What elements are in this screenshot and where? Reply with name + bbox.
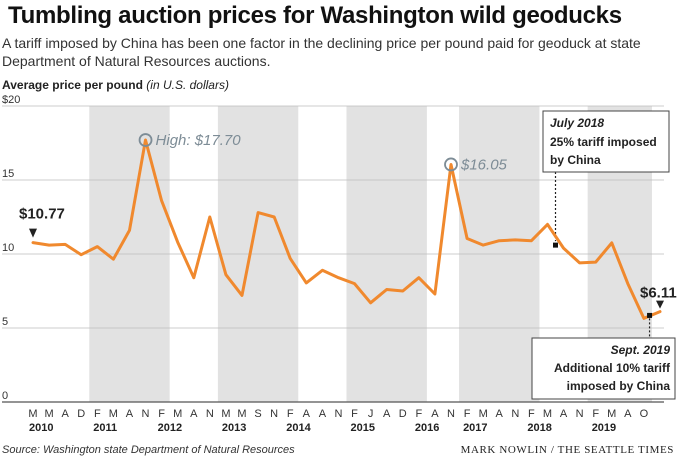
end-value-label: $6.11 [640, 285, 677, 302]
annotation-leaders [554, 172, 651, 338]
x-tick-label: A [383, 408, 391, 420]
x-tick-label: M [44, 408, 53, 420]
x-tick-label: F [351, 408, 358, 420]
y-tick-label: 15 [2, 168, 14, 180]
x-tick-label: F [528, 408, 535, 420]
year-label: 2013 [222, 422, 246, 434]
x-tick-label: N [334, 408, 342, 420]
x-tick-label: A [624, 408, 632, 420]
year-label: 2010 [29, 422, 53, 434]
y-tick-label: 5 [2, 316, 8, 328]
y-axis-label-units: (in U.S. dollars) [146, 78, 229, 92]
x-tick-label: M [237, 408, 246, 420]
x-tick-label: N [142, 408, 150, 420]
y-axis-label: Average price per pound (in U.S. dollars… [2, 78, 229, 92]
year-label: 2012 [158, 422, 182, 434]
x-tick-label: M [543, 408, 552, 420]
y-tick-label: $20 [2, 94, 20, 106]
year-label: 2018 [527, 422, 551, 434]
year-label: 2015 [351, 422, 375, 434]
x-tick-label: M [173, 408, 182, 420]
x-tick-label: M [221, 408, 230, 420]
x-tick-label: A [126, 408, 134, 420]
source-note: Source: Washington state Department of N… [2, 444, 295, 456]
x-tick-label: N [206, 408, 214, 420]
x-tick-label: A [190, 408, 198, 420]
peak-value-label: $16.05 [460, 156, 508, 173]
y-tick-label: 0 [2, 390, 8, 402]
year-label: 2011 [93, 422, 117, 434]
y-axis-label-main: Average price per pound [2, 78, 143, 92]
x-tick-label: F [464, 408, 471, 420]
tariff-2019-date: Sept. 2019 [611, 343, 671, 357]
gridlines [2, 105, 664, 403]
price-line [31, 138, 662, 320]
tariff-2019-box [531, 337, 676, 400]
x-tick-label: A [496, 408, 504, 420]
start-value-arrow [29, 228, 37, 238]
annotations: $10.77 High: $17.70 $16.05 July 2018 25%… [19, 110, 677, 400]
x-tick-label: M [479, 408, 488, 420]
x-tick-label: A [303, 408, 311, 420]
x-tick-label: A [319, 408, 327, 420]
tariff-2019-marker [647, 312, 653, 318]
tariff-2019-text-line2: imposed by China [567, 379, 671, 393]
x-tick-label: A [560, 408, 568, 420]
x-tick-label: N [511, 408, 519, 420]
chart-subtitle: A tariff imposed by China has been one f… [2, 35, 641, 69]
high-marker-circle [138, 133, 153, 147]
end-value-arrow [656, 300, 664, 309]
start-value-label: $10.77 [19, 206, 65, 223]
x-tick-label: D [399, 408, 407, 420]
year-label: 2017 [463, 422, 487, 434]
tariff-2018-date: July 2018 [550, 116, 604, 130]
x-tick-label: F [415, 408, 422, 420]
year-label: 2016 [415, 422, 439, 434]
x-tick-label: M [28, 408, 37, 420]
year-label: 2014 [286, 422, 311, 434]
y-tick-labels: 0 5 10 15 $20 [2, 94, 20, 402]
tariff-2019-text-line1: Additional 10% tariff [554, 361, 671, 375]
x-tick-label: F [592, 408, 599, 420]
x-tick-label: F [94, 408, 101, 420]
x-tick-label: N [576, 408, 584, 420]
tariff-2018-text-line1: 25% tariff imposed [550, 135, 657, 149]
x-tick-label: F [158, 408, 165, 420]
peak-marker-circle [444, 157, 458, 172]
tariff-2018-marker [553, 242, 558, 248]
x-tick-label: M [607, 408, 616, 420]
x-tick-label: A [61, 408, 69, 420]
year-labels: 2010 2011 2012 2013 2014 2015 2016 2017 2018 2019 [29, 422, 616, 434]
x-tick-label: A [431, 408, 439, 420]
high-value-label: High: $17.70 [156, 132, 242, 149]
x-tick-label: M [109, 408, 118, 420]
x-tick-label: O [640, 408, 649, 420]
y-tick-label: 10 [2, 242, 14, 254]
x-tick-label: S [254, 408, 261, 420]
credit-line: MARK NOWLIN / THE SEATTLE TIMES [460, 444, 674, 456]
chart-title: Tumbling auction prices for Washington w… [8, 2, 622, 29]
year-label: 2019 [592, 422, 616, 434]
tariff-2018-text-line2: by China [550, 153, 601, 167]
x-tick-label: F [287, 408, 294, 420]
x-tick-label: N [270, 408, 278, 420]
x-tick-label: J [368, 408, 374, 420]
tariff-2018-box [542, 110, 670, 173]
x-tick-label: D [77, 408, 85, 420]
x-tick-label: N [447, 408, 455, 420]
